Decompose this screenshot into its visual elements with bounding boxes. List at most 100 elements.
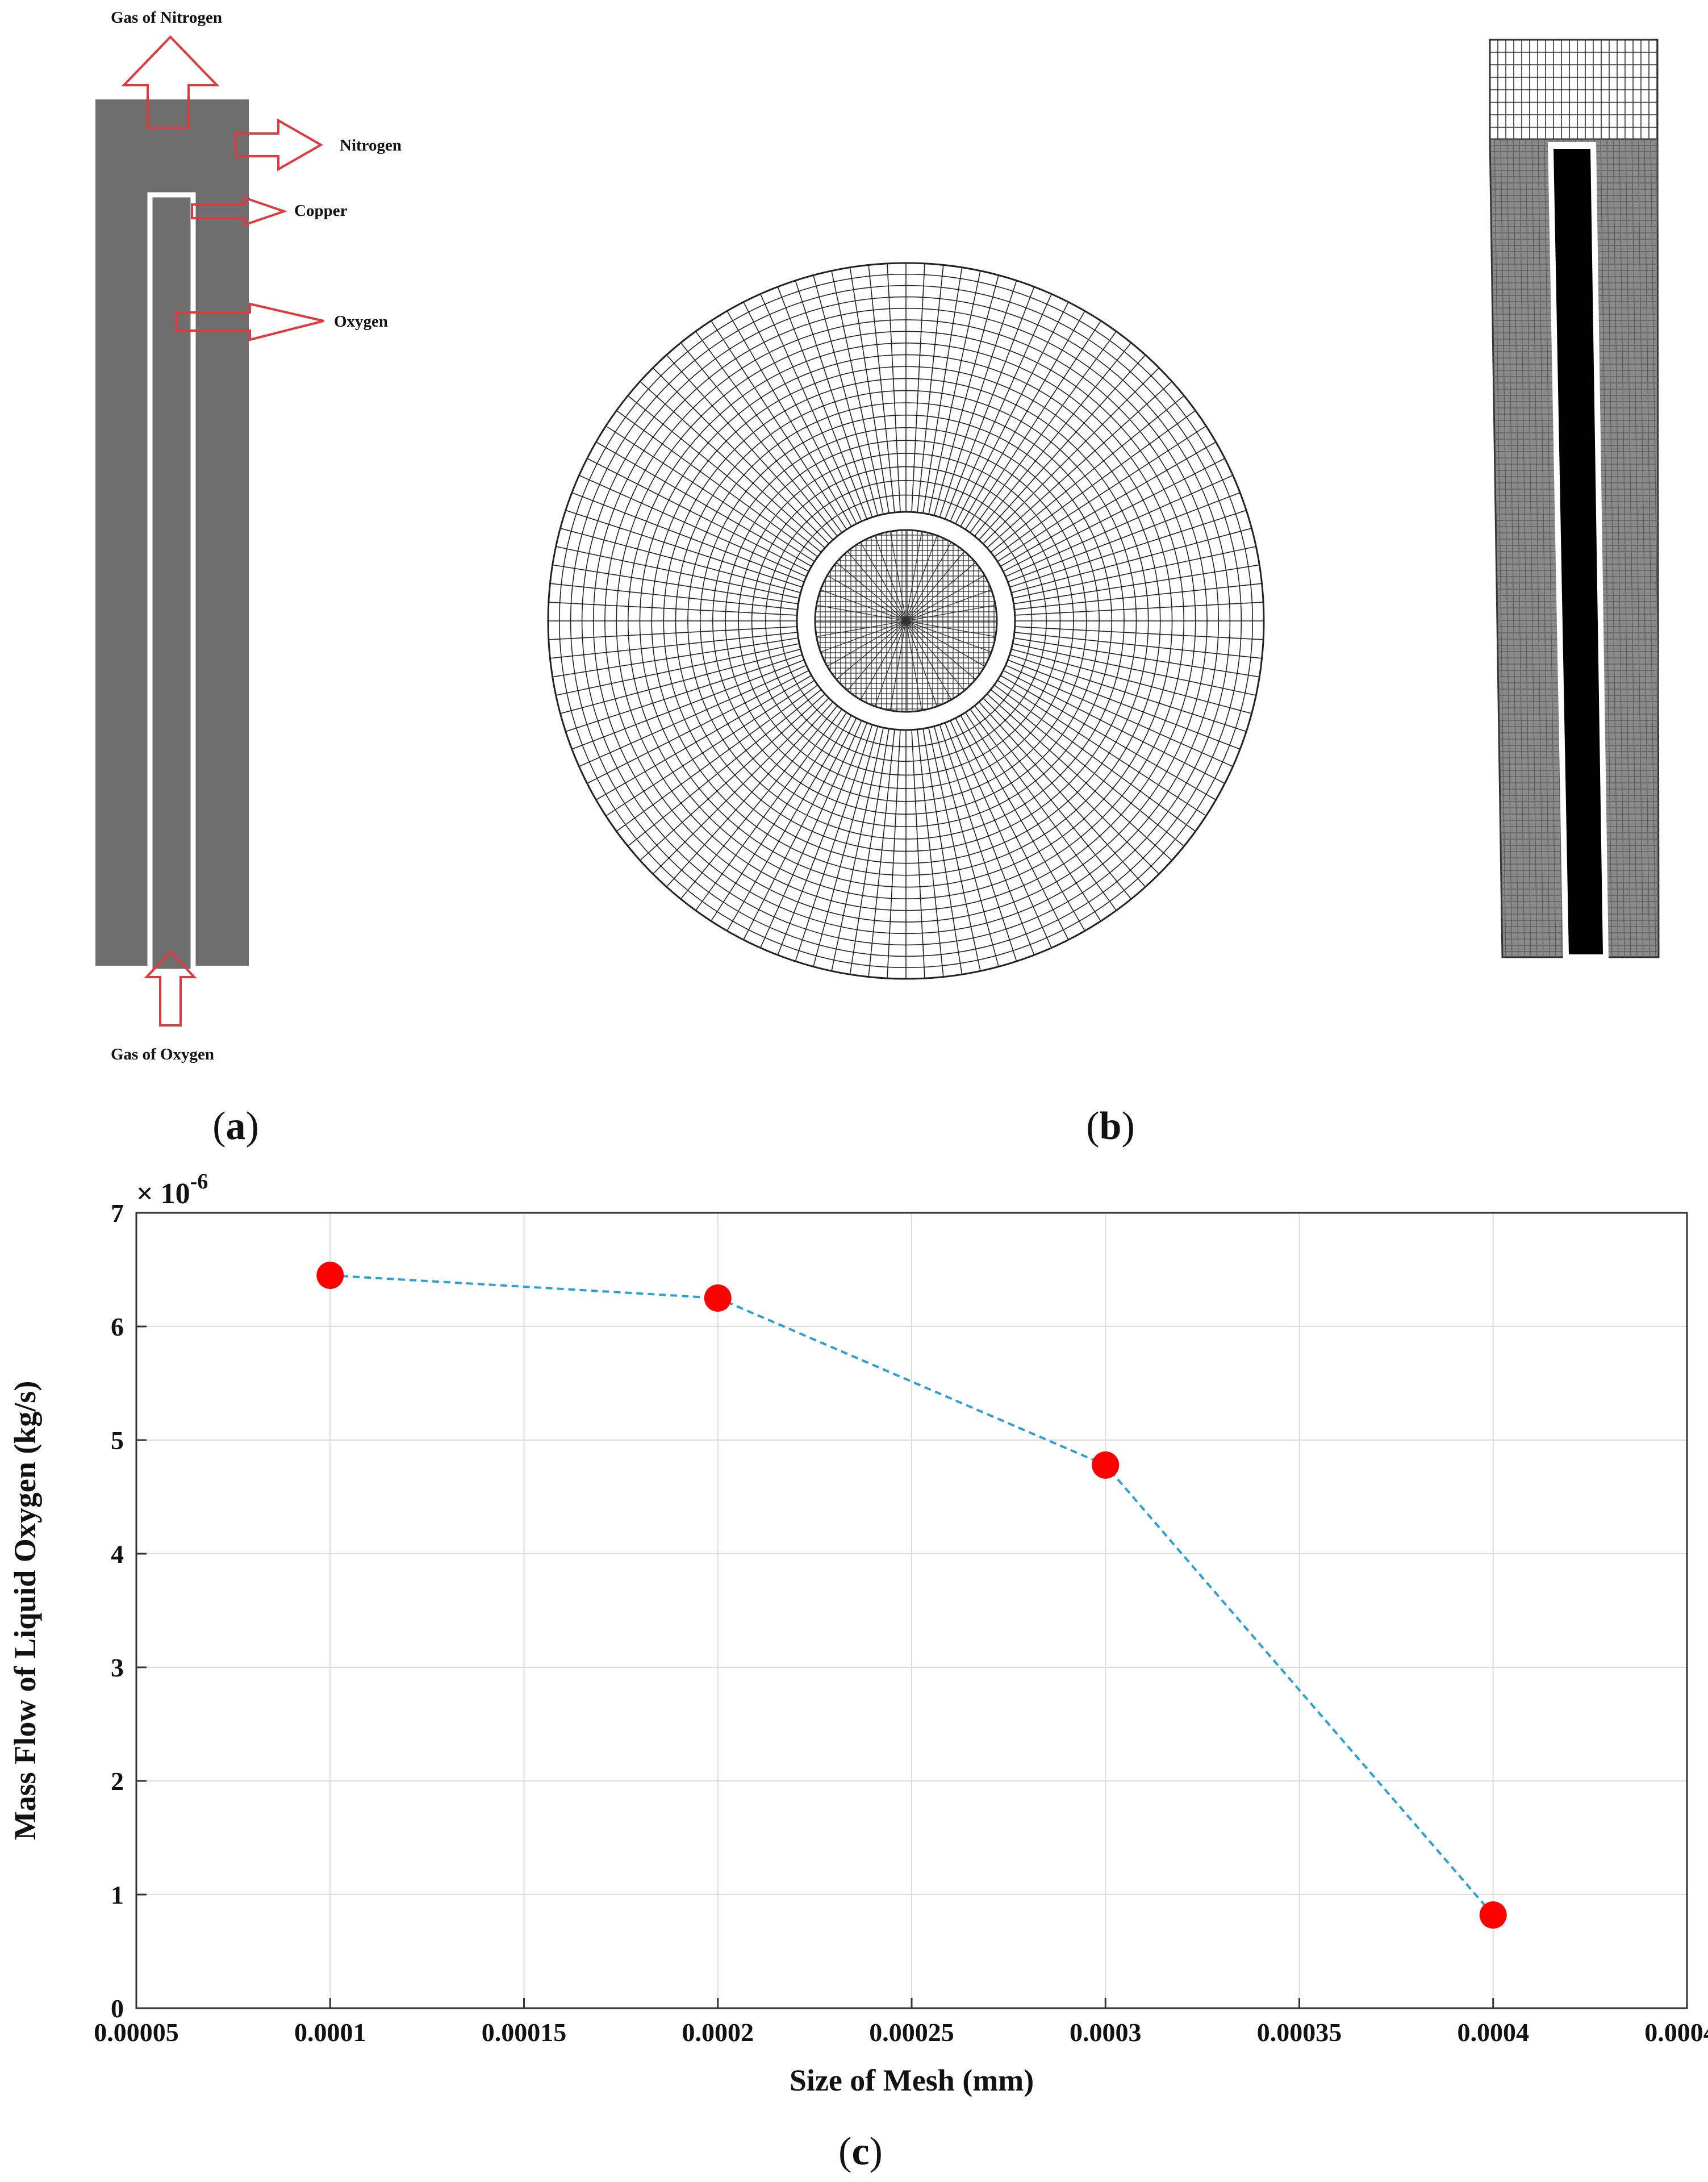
fine-mesh-line [1606,139,1619,957]
mesh-radial-line [556,546,800,599]
mesh-radial-line [795,280,873,518]
mesh-ring [751,466,1061,776]
core-mesh-line [905,542,952,621]
y-tick-label: 4 [111,1540,124,1568]
mesh-radial-line [911,263,925,512]
mesh-ring [616,331,1196,911]
mesh-radial-line [711,712,847,921]
x-tick-label: 0.0002 [682,2018,754,2047]
mesh-ring [765,480,1047,762]
label-copper: Copper [294,202,348,220]
fine-mesh-line [1625,139,1638,957]
mesh-radial-line [964,712,1101,921]
core-mesh-line [890,620,907,711]
mesh-ring [687,402,1125,840]
mesh-radial-line [1014,602,1264,616]
mesh-radial-line [552,637,799,678]
mesh-radial-line [550,583,798,610]
mesh-ring [675,390,1137,852]
mesh-radial-line [917,729,944,977]
mesh-ring [639,354,1173,888]
core-mesh-line [905,620,992,653]
mesh-outer-boundary [547,262,1265,980]
mesh-radial-line [993,410,1196,557]
fine-mesh-line [1544,139,1556,957]
mesh-radial-line [1012,546,1256,599]
core-mesh-line [905,589,992,621]
mesh-radial-line [917,265,944,513]
mesh-radial-line [571,660,805,750]
fine-mesh-line [1613,139,1625,957]
mesh-radial-line [1007,660,1241,750]
core-mesh-line [820,620,907,653]
y-exponent: × 10-6 [136,1170,208,1210]
core-mesh-line [827,620,907,667]
x-tick-label: 0.0003 [1070,2018,1142,2047]
mesh-radial-line [1009,654,1247,732]
x-tick-label: 0.00045 [1644,2018,1708,2047]
mesh-radial-line [993,685,1196,832]
mesh-radial-line [922,728,963,975]
x-tick-label: 0.00025 [869,2018,954,2047]
core-mesh-line [827,575,907,621]
mesh-radial-line [680,342,838,537]
core-mesh-line [905,620,985,667]
y-axis-label: Mass Flow of Liquid Oxygen (kg/s) [8,1381,42,1841]
label-nitrogen: Nitrogen [340,136,402,155]
panel-a-diagram: Gas of Nitrogen Nitrogen Copper Oxygen G… [95,9,402,1148]
x-tick-label: 0.0004 [1458,2018,1530,2047]
mesh-radial-line [666,702,834,887]
mesh-radial-line [605,425,815,562]
mesh-radial-line [928,727,981,971]
panel-c-chart: 0.00005 0.0001 0.00015 0.0002 0.00025 0.0003 0… [8,1170,1708,2173]
mesh-radial-line [887,729,901,979]
mesh-radial-line [616,685,818,832]
panel-a-letter: (a) [212,1104,259,1148]
mesh-radial-line [640,693,825,861]
core-mesh-line [905,620,965,691]
mesh-ring [627,342,1185,900]
mesh-radial-line [950,294,1052,521]
mesh-radial-line [849,267,890,514]
mesh-ring [558,273,1254,969]
mesh-radial-line [1000,675,1216,800]
core-mesh-line [860,542,907,621]
mesh-ring [725,440,1087,802]
fine-mesh-line [1531,139,1544,957]
y-tick-label: 7 [111,1199,124,1228]
oxygen-arrow [175,302,324,341]
panel-b-letter: (b) [1086,1104,1135,1148]
mesh-radial-line [1003,458,1225,572]
mesh-radial-line [560,648,801,714]
mesh-radial-line [777,722,867,956]
mesh-radial-line [548,602,797,616]
mesh-ring [712,427,1100,815]
mesh-radial-line [1005,665,1233,767]
core-mesh-line [874,620,907,707]
mesh-radial-line [974,705,1132,900]
mesh-radial-line [887,263,901,512]
nitrogen-arrow [235,118,324,172]
mesh-radial-line [1000,441,1216,567]
mesh-radial-line [933,275,999,516]
panel-c-letter: (c) [838,2130,883,2173]
mesh-radial-line [950,720,1052,948]
oxygen-core-section [1554,149,1603,954]
mesh-radial-line [933,726,999,967]
mesh-ring [738,453,1074,789]
mesh-radial-line [813,275,879,516]
mesh-radial-line [1011,648,1252,714]
mesh-radial-line [616,410,818,557]
mesh-radial-line [813,726,879,967]
mesh-radial-line [1014,583,1262,610]
data-point [704,1284,732,1312]
mesh-radial-line [640,381,825,549]
mesh-radial-line [1011,528,1252,594]
mesh-radial-line [726,715,852,931]
mesh-radial-line [960,715,1085,931]
fine-mesh-line [1650,139,1659,957]
mesh-radial-line [1013,564,1260,604]
mesh-radial-line [955,302,1069,524]
mesh-radial-line [1005,475,1233,577]
